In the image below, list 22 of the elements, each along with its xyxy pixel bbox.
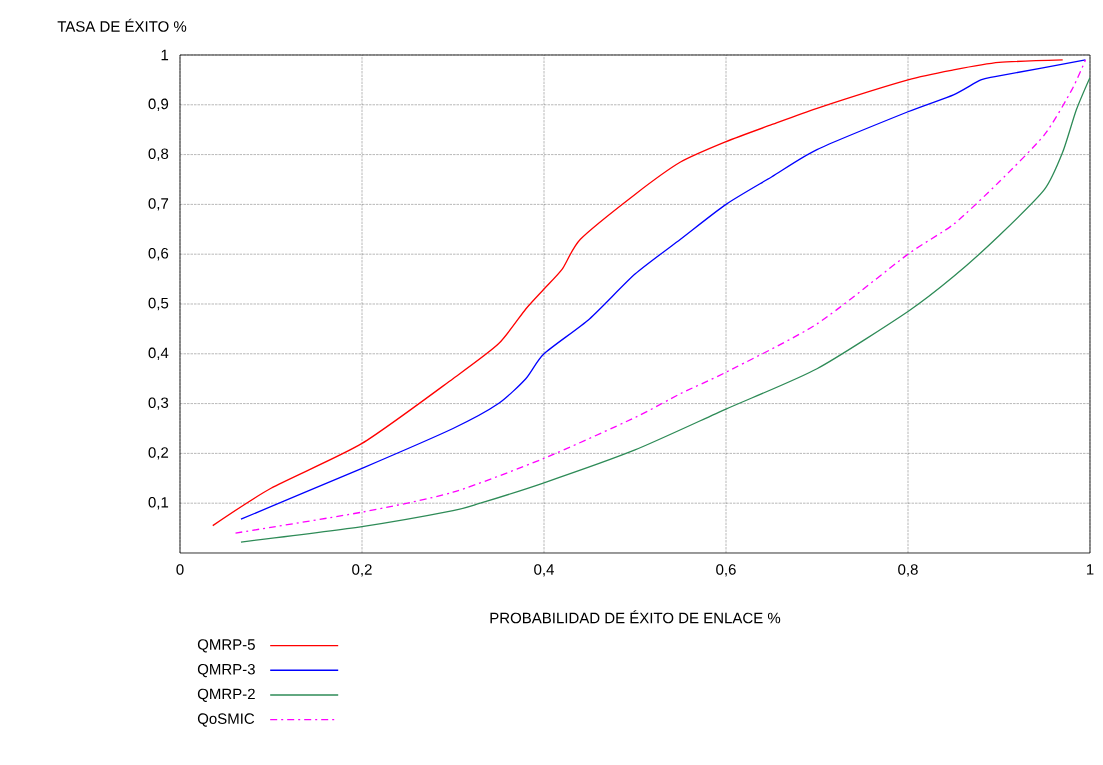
- x-tick-label: 0,6: [716, 564, 736, 577]
- x-tick-label: 0,8: [898, 564, 918, 577]
- x-tick-label: 0: [176, 564, 184, 575]
- y-tick-label: 0,9: [148, 98, 169, 111]
- legend-label: QMRP-2: [197, 688, 255, 702]
- y-tick-label: 0,4: [148, 347, 169, 360]
- legend-label: QMRP-5: [197, 639, 255, 653]
- legend-label: QoSMIC: [197, 713, 255, 727]
- x-axis-title: PROBABILIDAD DE ÉXITO DE ENLACE %: [490, 610, 781, 624]
- x-tick-label: 0,4: [534, 564, 554, 577]
- legend-label: QMRP-3: [197, 663, 255, 678]
- y-tick-label: 0,3: [148, 397, 169, 410]
- y-tick-label: 0,6: [148, 247, 169, 261]
- y-axis-title: TASA DE ÉXITO %: [57, 18, 187, 32]
- x-tick-label: 1: [1086, 564, 1094, 575]
- x-tick-label: 0,2: [352, 564, 372, 577]
- y-tick-label: 0,2: [148, 447, 169, 460]
- y-tick-label: 0,7: [148, 198, 169, 211]
- y-tick-label: 1: [161, 49, 169, 61]
- y-tick-label: 0,1: [148, 496, 169, 510]
- y-tick-label: 0,5: [148, 297, 169, 311]
- y-tick-label: 0,8: [148, 148, 169, 161]
